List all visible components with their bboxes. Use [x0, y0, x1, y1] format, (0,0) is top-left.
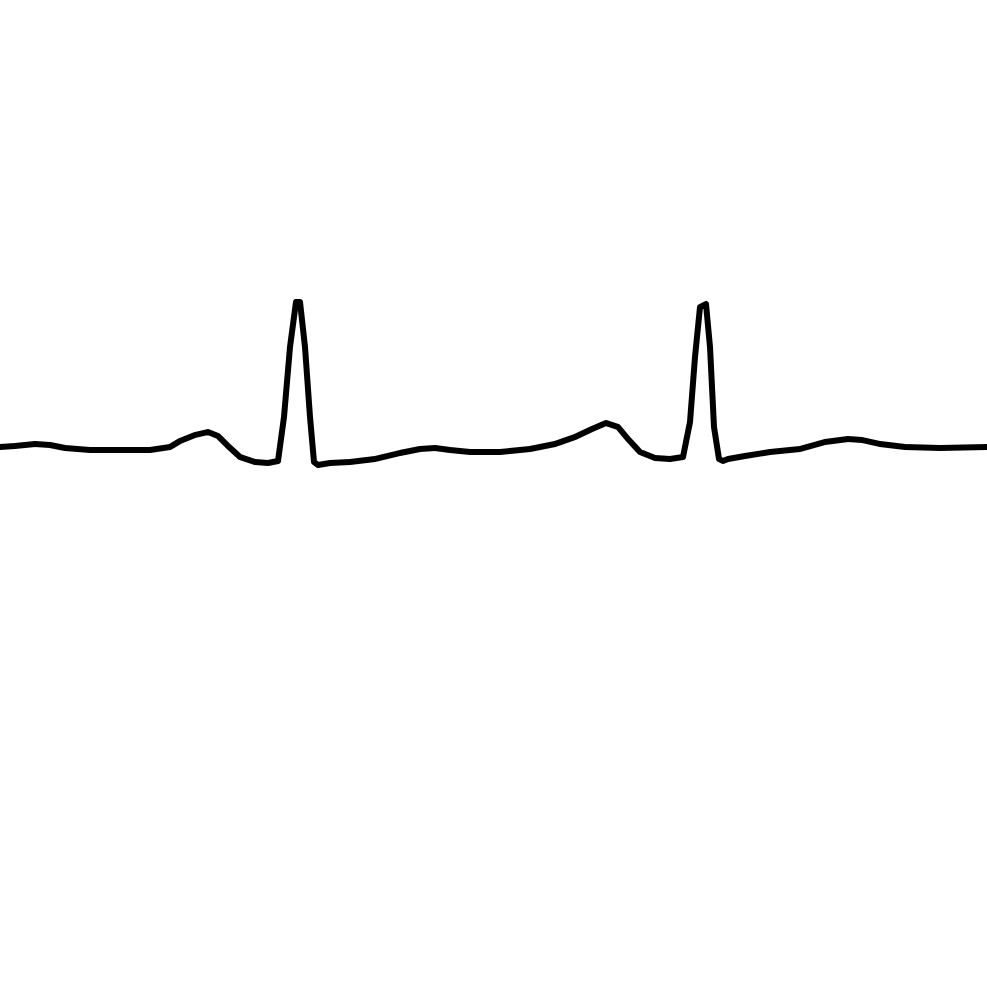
- ecg-trace-line-0: [0, 299, 987, 468]
- ecg-series-group: [0, 299, 987, 468]
